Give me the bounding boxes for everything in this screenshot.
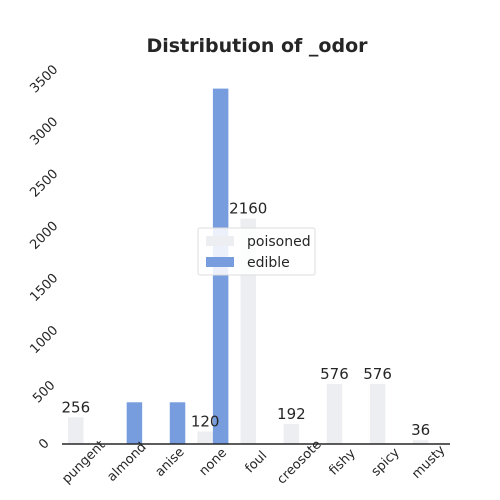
x-tick-label-almond: almond (105, 440, 150, 485)
y-tick-label: 2500 (27, 167, 61, 201)
x-tick-label-fishy: fishy (326, 446, 359, 479)
data-label: 576 (363, 365, 392, 383)
bar-poisoned-creosote (283, 423, 300, 444)
y-tick-label: 2000 (27, 219, 61, 253)
y-tick-label: 3000 (27, 114, 61, 148)
data-label: 2160 (229, 200, 267, 218)
bar-poisoned-fishy (326, 383, 343, 444)
bar-poisoned-pungent (68, 417, 84, 444)
data-label: 36 (411, 421, 430, 439)
y-tick-label: 3500 (27, 62, 61, 96)
y-tick-label: 0 (36, 436, 52, 452)
data-label: 576 (320, 365, 349, 383)
data-label: 256 (61, 398, 90, 416)
data-label: 192 (277, 405, 306, 423)
chart-title: Distribution of _odor (147, 35, 369, 57)
bar-poisoned-spicy (369, 383, 386, 444)
x-tick-label-creosote: creosote (274, 437, 324, 487)
x-tick-label-none: none (196, 446, 230, 480)
legend: poisoned edible (197, 227, 316, 276)
y-tick-label: 1000 (27, 323, 61, 357)
x-tick-label-musty: musty (409, 443, 448, 482)
legend-label-poisoned: poisoned (247, 234, 311, 250)
bar-edible-anise (169, 402, 186, 444)
legend-swatch-poisoned (206, 236, 234, 246)
y-axis-tick-labels: 0 500 1000 1500 2000 2500 3000 3500 (27, 62, 61, 452)
x-tick-label-foul: foul (242, 448, 270, 476)
y-tick-label: 1500 (27, 271, 61, 305)
data-label: 120 (191, 412, 220, 430)
x-tick-label-anise: anise (153, 445, 188, 480)
legend-swatch-edible (206, 257, 234, 267)
data-labels-group: 256 120 2160 192 576 576 36 (61, 200, 430, 440)
bar-edible-almond (126, 402, 143, 444)
bar-poisoned-none (197, 431, 213, 444)
x-tick-label-pungent: pungent (59, 438, 108, 487)
legend-label-edible: edible (247, 255, 290, 271)
y-tick-label: 500 (30, 378, 58, 406)
x-tick-label-spicy: spicy (369, 445, 403, 479)
bar-poisoned-musty (412, 440, 429, 444)
